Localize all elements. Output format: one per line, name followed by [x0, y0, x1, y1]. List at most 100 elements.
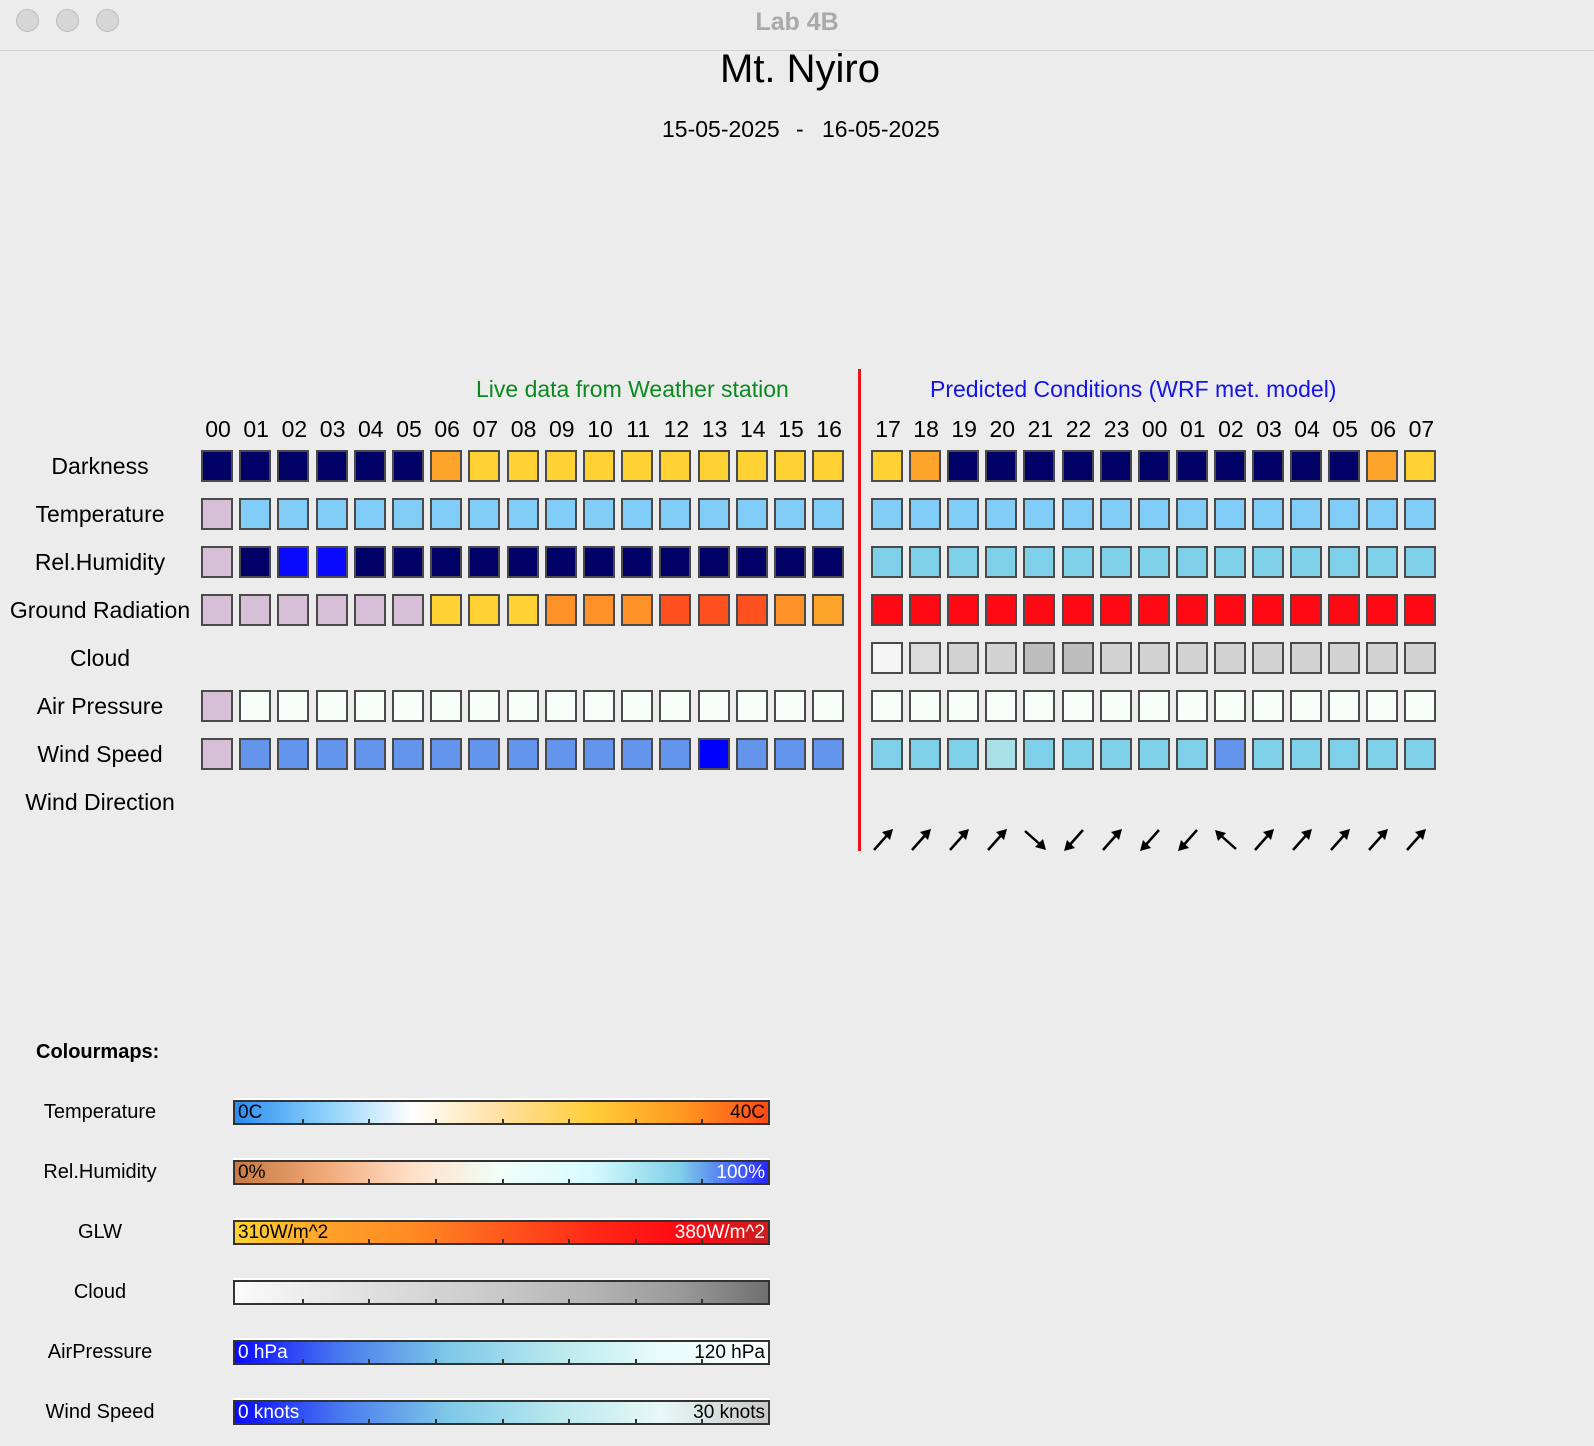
cloud-forecast-cell[interactable]: [1252, 642, 1284, 674]
rel-humidity-forecast-cell[interactable]: [1290, 546, 1323, 578]
ground-radiation-cell[interactable]: [812, 594, 845, 626]
ground-radiation-forecast-cell[interactable]: [1099, 594, 1132, 626]
wind-speed-cell[interactable]: [392, 738, 424, 770]
air-pressure-cell[interactable]: [697, 690, 730, 722]
darkness-cell[interactable]: [659, 450, 692, 482]
cloud-forecast-cell[interactable]: [909, 642, 942, 674]
wind-speed-forecast-cell[interactable]: [1404, 738, 1437, 770]
rel-humidity-cell[interactable]: [812, 546, 845, 578]
wind-speed-cell[interactable]: [277, 738, 310, 770]
ground-radiation-forecast-cell[interactable]: [1252, 594, 1284, 626]
cloud-forecast-cell[interactable]: [1023, 642, 1056, 674]
temperature-forecast-cell[interactable]: [1213, 498, 1246, 530]
wind-speed-cell[interactable]: [812, 738, 845, 770]
ground-radiation-cell[interactable]: [315, 594, 348, 626]
ground-radiation-cell[interactable]: [774, 594, 806, 626]
air-pressure-forecast-cell[interactable]: [985, 690, 1018, 722]
darkness-cell[interactable]: [735, 450, 768, 482]
minimize-window-button[interactable]: [56, 9, 79, 32]
air-pressure-forecast-cell[interactable]: [1213, 690, 1246, 722]
air-pressure-cell[interactable]: [621, 690, 654, 722]
air-pressure-cell[interactable]: [315, 690, 348, 722]
darkness-forecast-cell[interactable]: [1137, 450, 1170, 482]
air-pressure-forecast-cell[interactable]: [1137, 690, 1170, 722]
darkness-cell[interactable]: [430, 450, 463, 482]
air-pressure-cell[interactable]: [544, 690, 577, 722]
ground-radiation-cell[interactable]: [468, 594, 501, 626]
rel-humidity-forecast-cell[interactable]: [1023, 546, 1056, 578]
ground-radiation-cell[interactable]: [201, 594, 233, 626]
air-pressure-cell[interactable]: [392, 690, 424, 722]
air-pressure-cell[interactable]: [353, 690, 386, 722]
wind-speed-cell[interactable]: [774, 738, 806, 770]
wind-speed-cell[interactable]: [315, 738, 348, 770]
temperature-cell[interactable]: [277, 498, 310, 530]
temperature-cell[interactable]: [544, 498, 577, 530]
wind-speed-cell[interactable]: [697, 738, 730, 770]
temperature-forecast-cell[interactable]: [1366, 498, 1399, 530]
air-pressure-cell[interactable]: [735, 690, 768, 722]
rel-humidity-forecast-cell[interactable]: [871, 546, 903, 578]
darkness-cell[interactable]: [468, 450, 501, 482]
temperature-cell[interactable]: [583, 498, 615, 530]
air-pressure-forecast-cell[interactable]: [1328, 690, 1361, 722]
cloud-forecast-cell[interactable]: [1213, 642, 1246, 674]
rel-humidity-forecast-cell[interactable]: [1213, 546, 1246, 578]
air-pressure-cell[interactable]: [277, 690, 310, 722]
ground-radiation-forecast-cell[interactable]: [1213, 594, 1246, 626]
temperature-forecast-cell[interactable]: [1023, 498, 1056, 530]
cloud-forecast-cell[interactable]: [1137, 642, 1170, 674]
wind-speed-cell[interactable]: [544, 738, 577, 770]
air-pressure-forecast-cell[interactable]: [1099, 690, 1132, 722]
rel-humidity-cell[interactable]: [353, 546, 386, 578]
wind-speed-cell[interactable]: [506, 738, 539, 770]
wind-speed-forecast-cell[interactable]: [1252, 738, 1284, 770]
temperature-cell[interactable]: [621, 498, 654, 530]
air-pressure-forecast-cell[interactable]: [1290, 690, 1323, 722]
ground-radiation-forecast-cell[interactable]: [1404, 594, 1437, 626]
darkness-forecast-cell[interactable]: [871, 450, 903, 482]
ground-radiation-cell[interactable]: [506, 594, 539, 626]
wind-speed-forecast-cell[interactable]: [947, 738, 980, 770]
air-pressure-forecast-cell[interactable]: [871, 690, 903, 722]
ground-radiation-forecast-cell[interactable]: [1328, 594, 1361, 626]
air-pressure-cell[interactable]: [201, 690, 233, 722]
temperature-cell[interactable]: [353, 498, 386, 530]
ground-radiation-forecast-cell[interactable]: [1366, 594, 1399, 626]
ground-radiation-cell[interactable]: [392, 594, 424, 626]
ground-radiation-cell[interactable]: [430, 594, 463, 626]
ground-radiation-cell[interactable]: [697, 594, 730, 626]
temperature-forecast-cell[interactable]: [909, 498, 942, 530]
wind-speed-cell[interactable]: [468, 738, 501, 770]
rel-humidity-forecast-cell[interactable]: [1328, 546, 1361, 578]
darkness-forecast-cell[interactable]: [1366, 450, 1399, 482]
air-pressure-forecast-cell[interactable]: [947, 690, 980, 722]
wind-speed-cell[interactable]: [201, 738, 233, 770]
darkness-forecast-cell[interactable]: [1023, 450, 1056, 482]
air-pressure-forecast-cell[interactable]: [1404, 690, 1437, 722]
wind-speed-forecast-cell[interactable]: [909, 738, 942, 770]
air-pressure-cell[interactable]: [430, 690, 463, 722]
ground-radiation-forecast-cell[interactable]: [909, 594, 942, 626]
rel-humidity-cell[interactable]: [774, 546, 806, 578]
close-window-button[interactable]: [16, 9, 39, 32]
wind-speed-cell[interactable]: [659, 738, 692, 770]
darkness-forecast-cell[interactable]: [985, 450, 1018, 482]
cloud-forecast-cell[interactable]: [1366, 642, 1399, 674]
cloud-forecast-cell[interactable]: [1175, 642, 1208, 674]
wind-speed-cell[interactable]: [583, 738, 615, 770]
air-pressure-cell[interactable]: [239, 690, 272, 722]
ground-radiation-cell[interactable]: [353, 594, 386, 626]
cloud-forecast-cell[interactable]: [1328, 642, 1361, 674]
temperature-forecast-cell[interactable]: [1328, 498, 1361, 530]
rel-humidity-cell[interactable]: [544, 546, 577, 578]
air-pressure-cell[interactable]: [774, 690, 806, 722]
temperature-cell[interactable]: [392, 498, 424, 530]
darkness-cell[interactable]: [506, 450, 539, 482]
temperature-cell[interactable]: [315, 498, 348, 530]
darkness-cell[interactable]: [583, 450, 615, 482]
temperature-cell[interactable]: [201, 498, 233, 530]
rel-humidity-forecast-cell[interactable]: [1099, 546, 1132, 578]
rel-humidity-forecast-cell[interactable]: [1061, 546, 1094, 578]
temperature-forecast-cell[interactable]: [1061, 498, 1094, 530]
